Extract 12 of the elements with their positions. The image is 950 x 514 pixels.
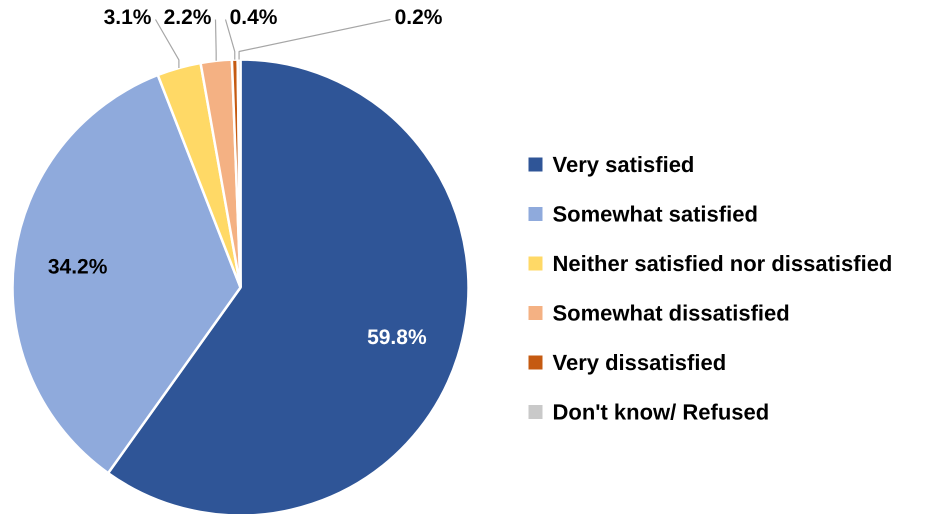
legend-label: Neither satisfied nor dissatisfied [552,251,892,276]
data-label: 2.2% [164,6,212,29]
legend-label: Don't know/ Refused [552,400,770,424]
legend-label: Very satisfied [552,152,694,177]
data-label: 3.1% [104,6,152,29]
legend-label: Somewhat dissatisfied [552,300,790,326]
data-label: 59.8% [367,326,427,350]
data-label: 0.2% [394,6,443,29]
legend-label: Very dissatisfied [552,350,726,375]
data-label: 0.4% [230,6,278,29]
legend-label: Somewhat satisfied [552,202,758,226]
data-label: 34.2% [48,256,108,279]
